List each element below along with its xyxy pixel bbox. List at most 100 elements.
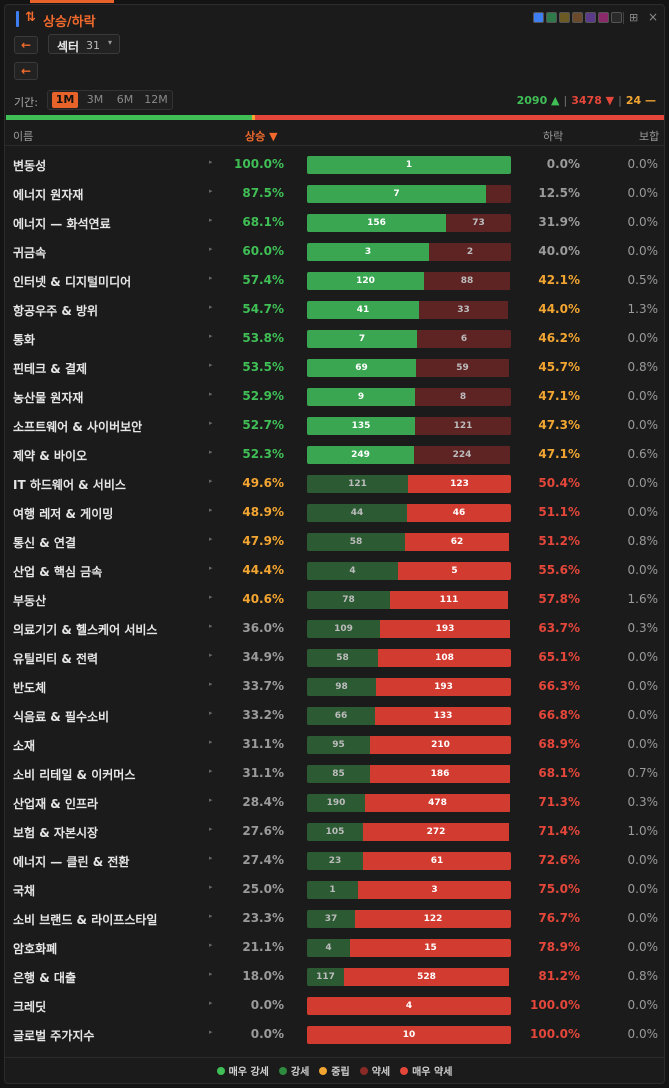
table-row[interactable]: 식음료 & 필수소비 ▸ 33.2% 66 133 66.8% 0.0% [5, 702, 664, 731]
advancers-segment: 7 [307, 330, 417, 348]
table-row[interactable]: 암호화폐 ▸ 21.1% 4 15 78.9% 0.0% [5, 934, 664, 963]
period-option-3m[interactable]: 3M [86, 93, 104, 106]
color-swatch[interactable] [559, 12, 570, 23]
table-row[interactable]: 소프트웨어 & 사이버보안 ▸ 52.7% 135 121 47.3% 0.0% [5, 412, 664, 441]
table-row[interactable]: 소비 리테일 & 이커머스 ▸ 31.1% 85 186 68.1% 0.7% [5, 760, 664, 789]
table-row[interactable]: 인터넷 & 디지털미디어 ▸ 57.4% 120 88 42.1% 0.5% [5, 267, 664, 296]
expand-caret-icon[interactable]: ▸ [209, 274, 213, 282]
color-swatch[interactable] [585, 12, 596, 23]
table-row[interactable]: 제약 & 바이오 ▸ 52.3% 249 224 47.1% 0.6% [5, 441, 664, 470]
decliners-segment: 133 [375, 707, 511, 725]
color-swatch[interactable] [598, 12, 609, 23]
back-button[interactable]: ← [14, 36, 38, 54]
expand-caret-icon[interactable]: ▸ [209, 361, 213, 369]
expand-caret-icon[interactable]: ▸ [209, 680, 213, 688]
color-swatch[interactable] [546, 12, 557, 23]
expand-caret-icon[interactable]: ▸ [209, 158, 213, 166]
table-row[interactable]: 통신 & 연결 ▸ 47.9% 58 62 51.2% 0.8% [5, 528, 664, 557]
expand-caret-icon[interactable]: ▸ [209, 245, 213, 253]
col-down[interactable]: 하락 [543, 130, 564, 143]
color-swatch[interactable] [611, 12, 622, 23]
decline-percent: 46.2% [538, 331, 580, 345]
expand-caret-icon[interactable]: ▸ [209, 535, 213, 543]
col-name[interactable]: 이름 [13, 130, 34, 143]
table-row[interactable]: 항공우주 & 방위 ▸ 54.7% 41 33 44.0% 1.3% [5, 296, 664, 325]
decline-percent: 45.7% [538, 360, 580, 374]
expand-caret-icon[interactable]: ▸ [209, 854, 213, 862]
expand-caret-icon[interactable]: ▸ [209, 303, 213, 311]
expand-caret-icon[interactable]: ▸ [209, 448, 213, 456]
expand-caret-icon[interactable]: ▸ [209, 651, 213, 659]
expand-caret-icon[interactable]: ▸ [209, 825, 213, 833]
unchanged-percent: 0.0% [627, 737, 659, 751]
panel-title: 상승/하락 [43, 15, 96, 30]
table-row[interactable]: 은행 & 대출 ▸ 18.0% 117 528 81.2% 0.8% [5, 963, 664, 992]
expand-caret-icon[interactable]: ▸ [209, 999, 213, 1007]
table-row[interactable]: 소재 ▸ 31.1% 95 210 68.9% 0.0% [5, 731, 664, 760]
legend-item: 매우 약세 [400, 1063, 452, 1078]
breadth-bar: 121 123 [307, 475, 511, 493]
close-icon[interactable]: × [648, 10, 659, 24]
expand-caret-icon[interactable]: ▸ [209, 216, 213, 224]
legend-item: 강세 [278, 1063, 309, 1078]
table-row[interactable]: 농산물 원자재 ▸ 52.9% 9 8 47.1% 0.0% [5, 383, 664, 412]
table-row[interactable]: 보험 & 자본시장 ▸ 27.6% 105 272 71.4% 1.0% [5, 818, 664, 847]
expand-caret-icon[interactable]: ▸ [209, 332, 213, 340]
table-row[interactable]: 부동산 ▸ 40.6% 78 111 57.8% 1.6% [5, 586, 664, 615]
grid-layout-icon[interactable]: ⊞ [629, 11, 639, 24]
sector-name: 유틸리티 & 전력 [13, 652, 99, 666]
window-top-accent [30, 0, 114, 3]
expand-caret-icon[interactable]: ▸ [209, 912, 213, 920]
expand-caret-icon[interactable]: ▸ [209, 709, 213, 717]
expand-caret-icon[interactable]: ▸ [209, 419, 213, 427]
table-row[interactable]: 귀금속 ▸ 60.0% 3 2 40.0% 0.0% [5, 238, 664, 267]
table-row[interactable]: 통화 ▸ 53.8% 7 6 46.2% 0.0% [5, 325, 664, 354]
advance-percent: 27.6% [242, 824, 284, 838]
expand-caret-icon[interactable]: ▸ [209, 883, 213, 891]
col-up-sorted[interactable]: 상승 ▼ [245, 130, 278, 143]
sector-dropdown[interactable]: 섹터 31 ▾ [48, 34, 120, 54]
color-swatch[interactable] [533, 12, 544, 23]
color-swatch[interactable] [572, 12, 583, 23]
unchanged-percent: 0.0% [627, 708, 659, 722]
color-group-picker[interactable] [533, 12, 622, 23]
period-option-6m[interactable]: 6M [116, 93, 134, 106]
period-option-1m[interactable]: 1M [52, 92, 78, 108]
table-row[interactable]: 산업 & 핵심 금속 ▸ 44.4% 4 5 55.6% 0.0% [5, 557, 664, 586]
expand-caret-icon[interactable]: ▸ [209, 796, 213, 804]
back-button-secondary[interactable]: ← [14, 62, 38, 80]
table-row[interactable]: 유틸리티 & 전력 ▸ 34.9% 58 108 65.1% 0.0% [5, 644, 664, 673]
expand-caret-icon[interactable]: ▸ [209, 187, 213, 195]
unchanged-segment [508, 591, 511, 609]
expand-caret-icon[interactable]: ▸ [209, 390, 213, 398]
expand-caret-icon[interactable]: ▸ [209, 564, 213, 572]
expand-caret-icon[interactable]: ▸ [209, 622, 213, 630]
table-row[interactable]: 변동성 ▸ 100.0% 1 0.0% 0.0% [5, 151, 664, 180]
sector-name: 암호화폐 [13, 942, 58, 956]
table-row[interactable]: 크레딧 ▸ 0.0% 4 100.0% 0.0% [5, 992, 664, 1021]
advancers-segment: 117 [307, 968, 344, 986]
table-row[interactable]: 에너지 — 화석연료 ▸ 68.1% 156 73 31.9% 0.0% [5, 209, 664, 238]
expand-caret-icon[interactable]: ▸ [209, 970, 213, 978]
table-row[interactable]: 소비 브랜드 & 라이프스타일 ▸ 23.3% 37 122 76.7% 0.0% [5, 905, 664, 934]
table-row[interactable]: 의료기기 & 헬스케어 서비스 ▸ 36.0% 109 193 63.7% 0.3% [5, 615, 664, 644]
expand-caret-icon[interactable]: ▸ [209, 941, 213, 949]
period-option-12m[interactable]: 12M [144, 93, 168, 106]
expand-caret-icon[interactable]: ▸ [209, 477, 213, 485]
expand-caret-icon[interactable]: ▸ [209, 1028, 213, 1036]
table-row[interactable]: 글로벌 주가지수 ▸ 0.0% 10 100.0% 0.0% [5, 1021, 664, 1050]
table-row[interactable]: 핀테크 & 결제 ▸ 53.5% 69 59 45.7% 0.8% [5, 354, 664, 383]
table-row[interactable]: 국채 ▸ 25.0% 1 3 75.0% 0.0% [5, 876, 664, 905]
table-row[interactable]: 에너지 원자재 ▸ 87.5% 7 12.5% 0.0% [5, 180, 664, 209]
expand-caret-icon[interactable]: ▸ [209, 593, 213, 601]
decliners-segment: 122 [355, 910, 511, 928]
expand-caret-icon[interactable]: ▸ [209, 738, 213, 746]
table-row[interactable]: 반도체 ▸ 33.7% 98 193 66.3% 0.0% [5, 673, 664, 702]
table-row[interactable]: 여행 레저 & 게이밍 ▸ 48.9% 44 46 51.1% 0.0% [5, 499, 664, 528]
table-row[interactable]: 에너지 — 클린 & 전환 ▸ 27.4% 23 61 72.6% 0.0% [5, 847, 664, 876]
table-row[interactable]: 산업재 & 인프라 ▸ 28.4% 190 478 71.3% 0.3% [5, 789, 664, 818]
expand-caret-icon[interactable]: ▸ [209, 767, 213, 775]
table-row[interactable]: IT 하드웨어 & 서비스 ▸ 49.6% 121 123 50.4% 0.0% [5, 470, 664, 499]
col-neutral[interactable]: 보합 [639, 130, 660, 143]
expand-caret-icon[interactable]: ▸ [209, 506, 213, 514]
